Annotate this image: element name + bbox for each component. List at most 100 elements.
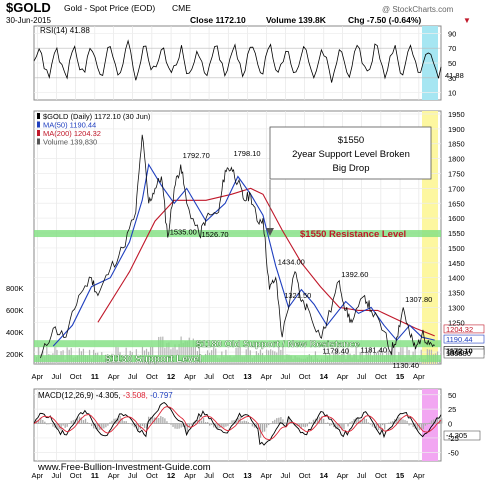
macd-histogram-bar bbox=[316, 417, 319, 424]
volume-bar bbox=[160, 336, 162, 364]
x-tick-label: 13 bbox=[243, 372, 251, 381]
macd-histogram-bar bbox=[402, 419, 404, 424]
volume-tick-label: 800K bbox=[6, 284, 24, 293]
macd-histogram-bar bbox=[64, 423, 66, 428]
macd-histogram-bar bbox=[302, 423, 304, 427]
price-annotation: 1321.50 bbox=[284, 291, 311, 300]
volume-value: Volume 139.8K bbox=[266, 15, 327, 25]
close-value: Close 1172.10 bbox=[190, 15, 246, 25]
macd-histogram-bar bbox=[430, 420, 433, 424]
macd-tick-label: -25 bbox=[448, 434, 459, 443]
macd-histogram-bar bbox=[80, 417, 83, 424]
macd-histogram-bar bbox=[392, 421, 394, 424]
watermark: @ StockCharts.com bbox=[382, 5, 454, 14]
macd-histogram-bar bbox=[304, 423, 306, 428]
macd-histogram-bar bbox=[441, 418, 443, 424]
macd-histogram-bar bbox=[343, 423, 345, 430]
down-arrow-icon: ▼ bbox=[463, 16, 471, 25]
macd-histogram-bar bbox=[327, 422, 329, 424]
legend-swatch bbox=[37, 130, 40, 136]
x-tick-label: Apr bbox=[413, 372, 425, 381]
rsi-tick-label: 70 bbox=[448, 44, 456, 53]
x-tick-label: Apr bbox=[184, 372, 196, 381]
macd-histogram-bar bbox=[66, 423, 68, 427]
footer-url: www.Free-Bullion-Investment-Guide.com bbox=[37, 462, 211, 473]
macd-histogram-bar bbox=[276, 418, 278, 424]
callout-box bbox=[269, 126, 432, 180]
macd-histogram-bar bbox=[88, 422, 91, 424]
rsi-tick-label: 50 bbox=[448, 59, 456, 68]
macd-histogram-bar bbox=[127, 422, 129, 424]
macd-histogram-bar bbox=[111, 420, 113, 424]
macd-histogram-bar bbox=[188, 423, 190, 428]
macd-histogram-bar bbox=[113, 418, 115, 424]
macd-histogram-bar bbox=[298, 423, 300, 427]
macd-histogram-bar bbox=[211, 423, 213, 425]
x-tick-label: 15 bbox=[396, 372, 404, 381]
price-tick-label: 1350 bbox=[448, 289, 465, 298]
x-tick-label-bottom: Jul bbox=[128, 471, 138, 480]
macd-histogram-bar bbox=[84, 418, 87, 424]
x-tick-label: Apr bbox=[108, 372, 120, 381]
macd-histogram-bar bbox=[294, 423, 296, 426]
volume-bar bbox=[180, 336, 182, 364]
level-label: $1180 Old Support / New Resistance bbox=[196, 339, 360, 350]
macd-histogram-bar bbox=[68, 422, 70, 424]
x-tick-label-bottom: Apr bbox=[260, 471, 272, 480]
volume-badge bbox=[443, 348, 485, 359]
volume-bar bbox=[162, 336, 164, 364]
x-tick-label-bottom: 13 bbox=[243, 471, 251, 480]
macd-tick-label: 50 bbox=[448, 391, 456, 400]
macd-histogram-bar bbox=[322, 419, 325, 424]
macd-histogram-bar bbox=[225, 423, 227, 427]
macd-histogram-bar bbox=[133, 423, 136, 428]
volume-bar bbox=[192, 338, 194, 364]
macd-histogram-bar bbox=[107, 423, 109, 426]
macd-line bbox=[33, 401, 442, 446]
macd-histogram-bar bbox=[213, 423, 215, 428]
macd-histogram-bar bbox=[223, 423, 225, 428]
macd-histogram-bar bbox=[406, 420, 408, 424]
volume-tick-label: 200K bbox=[6, 350, 24, 359]
x-tick-label-bottom: Apr bbox=[413, 471, 425, 480]
macd-histogram-bar bbox=[149, 416, 152, 424]
legend-swatch bbox=[37, 113, 40, 119]
macd-histogram-bar bbox=[180, 423, 182, 428]
macd-histogram-bar bbox=[333, 423, 335, 428]
macd-histogram-bar bbox=[335, 423, 337, 429]
macd-histogram-bar bbox=[436, 417, 439, 424]
x-tick-label: Apr bbox=[337, 372, 349, 381]
level-label: $1130 Support Level bbox=[105, 354, 202, 365]
macd-histogram-bar bbox=[247, 422, 249, 424]
macd-histogram-bar bbox=[70, 420, 72, 424]
macd-histogram-bar bbox=[174, 423, 176, 429]
x-tick-label-bottom: Jul bbox=[52, 471, 62, 480]
macd-histogram-bar bbox=[121, 418, 123, 424]
macd-histogram-bar bbox=[261, 423, 264, 433]
macd-histogram-bar bbox=[90, 423, 93, 427]
macd-histogram-bar bbox=[184, 423, 186, 430]
x-tick-label-bottom: Oct bbox=[146, 471, 159, 480]
x-tick-label-bottom: Apr bbox=[32, 471, 44, 480]
chart-text: $GOLD Gold - Spot Price (EOD) CME 30-Jun-20… bbox=[6, 0, 473, 480]
macd-histogram-bar bbox=[44, 421, 46, 424]
macd-histogram-bar bbox=[237, 418, 239, 424]
x-tick-label: Apr bbox=[32, 372, 44, 381]
macd-histogram-bar bbox=[40, 418, 42, 424]
x-tick-label-bottom: Apr bbox=[184, 471, 196, 480]
gold-price-line bbox=[40, 134, 435, 359]
macd-histogram-bar bbox=[233, 420, 235, 424]
x-tick-label: Jul bbox=[52, 372, 62, 381]
macd-histogram-bar bbox=[105, 423, 107, 428]
macd-histogram-bar bbox=[282, 419, 284, 424]
macd-histogram-bar bbox=[308, 421, 311, 424]
macd-histogram-bar bbox=[46, 423, 48, 425]
price-tick-label: 1450 bbox=[448, 259, 465, 268]
macd-histogram-bar bbox=[263, 423, 266, 432]
macd-label: MACD(12,26,9) -4.305, -3.508, -0.797 bbox=[38, 391, 173, 400]
legend-entry: MA(50) 1190.44 bbox=[43, 121, 96, 130]
x-tick-label: Oct bbox=[299, 372, 312, 381]
resistance-1180-band bbox=[34, 340, 441, 348]
macd-histogram-bar bbox=[396, 418, 398, 424]
macd-histogram-bar bbox=[349, 422, 351, 424]
